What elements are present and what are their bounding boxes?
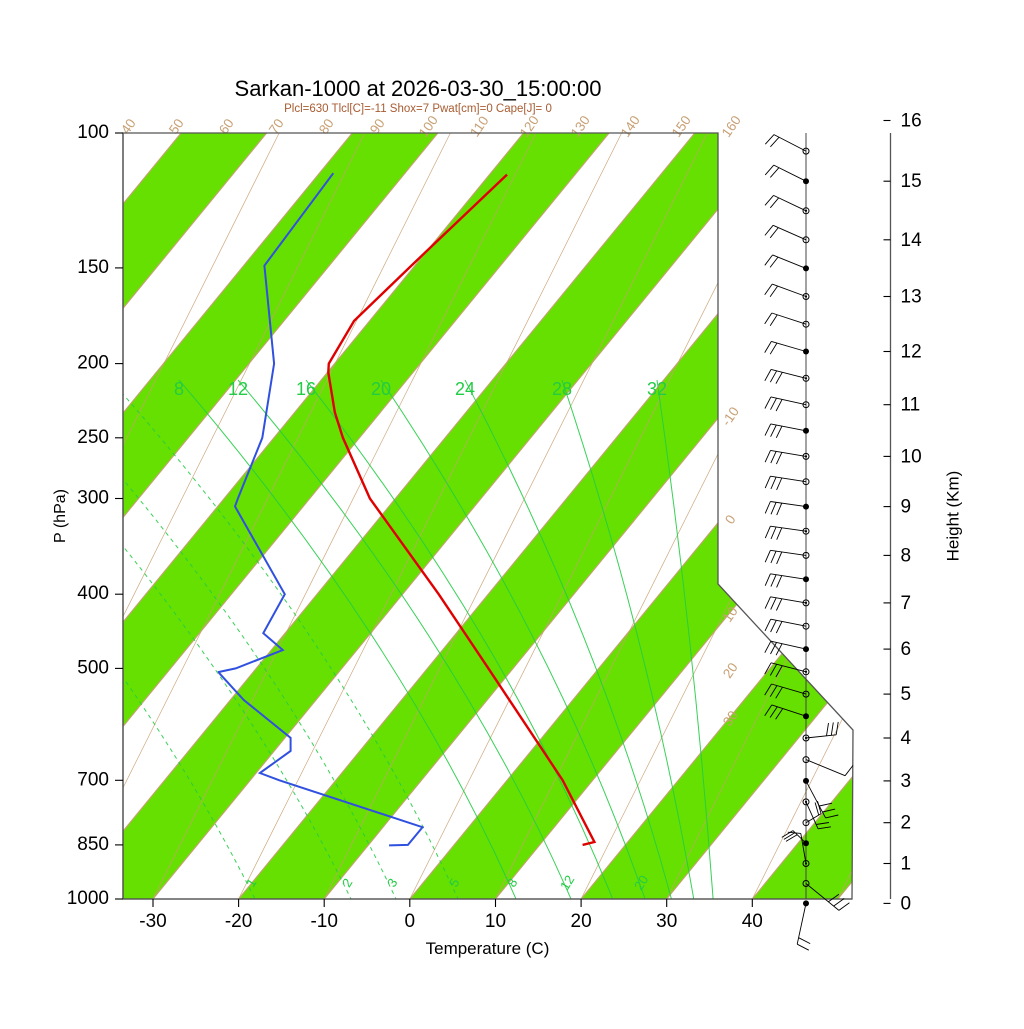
svg-text:11: 11 bbox=[901, 395, 921, 416]
svg-text:13: 13 bbox=[901, 287, 922, 308]
svg-text:1000: 1000 bbox=[67, 888, 109, 909]
svg-text:200: 200 bbox=[77, 353, 109, 374]
svg-text:8: 8 bbox=[901, 545, 912, 566]
svg-text:16: 16 bbox=[296, 379, 316, 399]
svg-text:0: 0 bbox=[405, 911, 416, 932]
svg-text:Plcl=630 Tlcl[C]=-11 Shox=7 Pw: Plcl=630 Tlcl[C]=-11 Shox=7 Pwat[cm]=0 C… bbox=[284, 103, 552, 115]
svg-text:Sarkan-1000 at 2026-03-30_15:0: Sarkan-1000 at 2026-03-30_15:00:00 bbox=[235, 76, 602, 101]
svg-text:3: 3 bbox=[901, 771, 912, 792]
svg-text:Height (Km): Height (Km) bbox=[944, 471, 963, 562]
svg-text:14: 14 bbox=[901, 230, 923, 251]
svg-text:10: 10 bbox=[901, 446, 922, 467]
svg-text:16: 16 bbox=[901, 111, 922, 132]
svg-text:8: 8 bbox=[174, 379, 184, 399]
svg-text:20: 20 bbox=[571, 911, 592, 932]
svg-text:4: 4 bbox=[901, 728, 912, 749]
svg-text:0: 0 bbox=[901, 893, 912, 914]
svg-text:40: 40 bbox=[742, 911, 763, 932]
svg-text:28: 28 bbox=[552, 379, 572, 399]
svg-text:-10: -10 bbox=[310, 911, 337, 932]
svg-text:700: 700 bbox=[77, 769, 109, 790]
svg-text:5: 5 bbox=[901, 684, 912, 705]
svg-text:300: 300 bbox=[77, 488, 109, 509]
svg-text:10: 10 bbox=[485, 911, 506, 932]
svg-text:12: 12 bbox=[901, 342, 922, 363]
svg-text:P (hPa): P (hPa) bbox=[52, 489, 69, 543]
svg-text:850: 850 bbox=[77, 834, 109, 855]
svg-text:2: 2 bbox=[901, 813, 912, 834]
svg-text:30: 30 bbox=[656, 911, 677, 932]
svg-text:-30: -30 bbox=[139, 911, 166, 932]
svg-text:-20: -20 bbox=[225, 911, 252, 932]
svg-text:Temperature (C): Temperature (C) bbox=[426, 939, 550, 958]
svg-text:400: 400 bbox=[77, 583, 109, 604]
svg-text:150: 150 bbox=[77, 257, 109, 278]
svg-text:20: 20 bbox=[371, 379, 391, 399]
svg-text:250: 250 bbox=[77, 427, 109, 448]
svg-text:24: 24 bbox=[455, 379, 475, 399]
svg-text:12: 12 bbox=[228, 379, 248, 399]
svg-text:32: 32 bbox=[647, 379, 667, 399]
svg-text:9: 9 bbox=[901, 497, 912, 518]
svg-text:100: 100 bbox=[77, 122, 109, 143]
svg-text:7: 7 bbox=[901, 593, 912, 614]
svg-text:500: 500 bbox=[77, 657, 109, 678]
svg-text:6: 6 bbox=[901, 639, 912, 660]
svg-text:1: 1 bbox=[901, 854, 912, 875]
svg-text:15: 15 bbox=[901, 171, 922, 192]
